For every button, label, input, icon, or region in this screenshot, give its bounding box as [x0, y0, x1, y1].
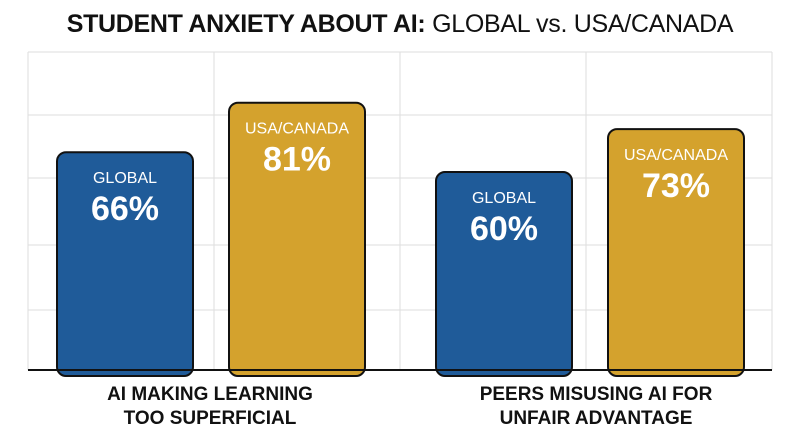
series-label-global-0: GLOBAL [93, 170, 157, 187]
bar-global-0 [56, 151, 194, 377]
series-label-usa-canada-0: USA/CANADA [245, 121, 349, 138]
title-light: GLOBAL vs. USA/CANADA [432, 10, 734, 38]
chart-title: STUDENT ANXIETY ABOUT AI: GLOBAL vs. USA… [0, 10, 800, 39]
title-bold: STUDENT ANXIETY ABOUT AI: [66, 10, 426, 38]
category-label-unfair-advantage: PEERS MISUSING AI FOR UNFAIR ADVANTAGE [479, 384, 713, 429]
bar-global-1 [435, 171, 573, 377]
series-label-global-1: GLOBAL [472, 190, 536, 207]
value-label-usa-canada-1: 73% [642, 167, 710, 205]
value-label-usa-canada-0: 81% [263, 141, 331, 179]
bar-usa-canada-0 [228, 101, 366, 377]
category-label-superficial: AI MAKING LEARNING TOO SUPERFICIAL [107, 384, 313, 429]
bar-usa-canada-1 [607, 128, 745, 377]
series-label-usa-canada-1: USA/CANADA [624, 147, 728, 164]
value-label-global-0: 66% [91, 190, 159, 228]
value-label-global-1: 60% [470, 210, 538, 248]
bars: GLOBAL 66% USA/CANADA 81% GLOBAL 60% USA/CANAD… [56, 101, 745, 377]
